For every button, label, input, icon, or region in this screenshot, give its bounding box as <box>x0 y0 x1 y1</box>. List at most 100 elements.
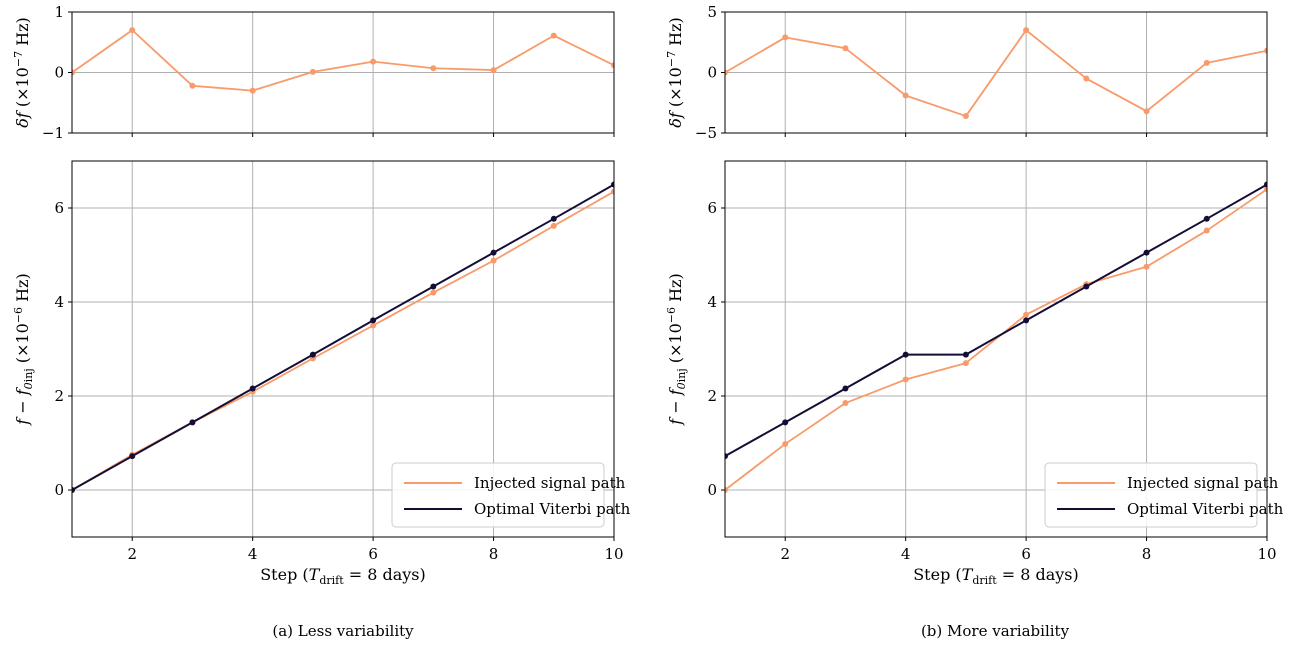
data-point-viterbi <box>490 249 497 256</box>
ytick-label-b-top: 5 <box>707 3 717 21</box>
legend-label-viterbi: Optimal Viterbi path <box>1127 500 1284 518</box>
ylabel-b-top-part-1: f <box>666 109 685 119</box>
caption-b: (b) More variability <box>921 622 1070 640</box>
series-group-a-top <box>72 27 614 94</box>
xtick-label-a-bottom: 2 <box>127 545 137 563</box>
data-point-injected <box>1264 47 1267 54</box>
data-point-injected <box>842 400 849 407</box>
data-point-injected <box>189 82 196 89</box>
legend-box <box>391 462 605 528</box>
data-point-injected <box>1203 59 1210 66</box>
ylabel-a-bottom-part-7: Hz) <box>13 273 32 307</box>
data-point-viterbi <box>370 317 377 324</box>
xlabel-a-bottom-part-2: drift <box>319 574 344 587</box>
data-point-viterbi <box>309 351 316 358</box>
data-point-injected <box>430 65 437 72</box>
ylabel-a-bottom-part-4: inj <box>22 368 35 382</box>
series-group-b-bottom <box>725 181 1267 493</box>
data-point-injected <box>902 376 909 383</box>
ylabel-b-bottom-part-2: f <box>666 386 685 396</box>
ylabel-a-bottom-part-1: − <box>13 395 32 419</box>
data-point-viterbi <box>782 419 789 426</box>
ytick-label-a-bottom: 0 <box>54 481 64 499</box>
ylabel-b-top-part-3: −7 <box>665 51 678 67</box>
series-line-injected <box>72 29 614 92</box>
ylabel-a-top-part-0: δ <box>13 118 32 128</box>
data-point-viterbi <box>1264 181 1267 188</box>
xtick-label-b-bottom: 6 <box>1021 545 1031 563</box>
data-point-injected <box>1143 108 1150 115</box>
data-point-viterbi <box>1203 215 1210 222</box>
legend-b-bottom: Injected signal path Optimal Viterbi path <box>1044 462 1284 528</box>
xlabel-b-bottom-part-2: drift <box>972 574 997 587</box>
axes-frame-b-bottom <box>724 160 1268 538</box>
data-point-injected <box>611 62 614 69</box>
ytick-label-b-bottom: 2 <box>707 387 717 405</box>
data-point-viterbi <box>72 487 75 493</box>
ylabel-b-bottom-part-1: − <box>666 395 685 419</box>
data-point-injected <box>782 34 789 41</box>
data-point-viterbi <box>611 181 614 188</box>
data-point-injected <box>370 322 377 329</box>
ylabel-b-bottom-part-0: f <box>666 416 685 426</box>
data-point-injected <box>129 27 136 34</box>
series-group-a-bottom <box>72 181 614 493</box>
data-point-viterbi <box>1023 317 1030 324</box>
ylabel-a-bottom-part-3: 0 <box>22 382 35 389</box>
ylabel-b-top-part-0: δ <box>666 118 685 128</box>
ylabel-b-bottom: f − f0inj (×10−6 Hz) <box>665 273 688 425</box>
series-group-b-top <box>725 27 1267 120</box>
ylabel-b-bottom-part-4: inj <box>675 368 688 382</box>
data-point-viterbi <box>550 215 557 222</box>
legend-label-injected: Injected signal path <box>474 474 626 492</box>
data-point-injected <box>1143 263 1150 270</box>
ytick-label-b-bottom: 0 <box>707 481 717 499</box>
ylabel-b-bottom-part-3: 0 <box>675 382 688 389</box>
ylabel-b-top: δf (×10−7 Hz) <box>665 17 685 128</box>
data-point-injected <box>550 32 557 39</box>
xtick-label-b-bottom: 8 <box>1142 545 1152 563</box>
series-line-viterbi <box>725 183 1267 458</box>
xlabel-a-bottom-part-3: = 8 days) <box>344 565 426 584</box>
legend-label-viterbi: Optimal Viterbi path <box>474 500 631 518</box>
ylabel-a-top-part-1: f <box>13 109 32 119</box>
data-point-viterbi <box>1083 283 1090 290</box>
caption-a: (a) Less variability <box>272 622 414 640</box>
xtick-label-b-bottom: 4 <box>901 545 911 563</box>
legend-a-bottom: Injected signal path Optimal Viterbi path <box>391 462 631 528</box>
ylabel-a-bottom-part-5: (×10 <box>13 323 32 368</box>
xtick-label-b-bottom: 10 <box>1257 545 1276 563</box>
ytick-label-b-bottom: 4 <box>707 293 717 311</box>
xlabel-a-bottom: Step (Tdrift = 8 days) <box>260 565 426 587</box>
xtick-label-b-bottom: 2 <box>780 545 790 563</box>
ylabel-b-top-part-2: (×10 <box>666 67 685 112</box>
ylabel-a-bottom-part-0: f <box>13 416 32 426</box>
data-point-viterbi <box>430 283 437 290</box>
data-point-viterbi <box>249 385 256 392</box>
xlabel-b-bottom-part-3: = 8 days) <box>997 565 1079 584</box>
data-point-injected <box>1203 227 1210 234</box>
data-point-injected <box>490 67 497 74</box>
data-point-viterbi <box>725 453 728 460</box>
data-point-injected <box>611 188 614 195</box>
data-point-injected <box>1023 27 1030 34</box>
data-point-injected <box>72 69 75 76</box>
xlabel-b-bottom-part-0: Step ( <box>913 565 961 584</box>
ylabel-b-bottom-part-7: Hz) <box>666 273 685 307</box>
ylabel-a-bottom-part-2: f <box>13 386 32 396</box>
ylabel-a-top-part-3: −7 <box>12 51 25 67</box>
data-point-injected <box>1023 311 1030 318</box>
series-line-injected <box>725 188 1267 491</box>
ytick-label-a-bottom: 2 <box>54 387 64 405</box>
ytick-label-a-bottom: 6 <box>54 199 64 217</box>
ytick-label-b-bottom: 6 <box>707 199 717 217</box>
panel-b-top: −5 0 5 δf (×10−7 Hz) <box>665 3 1268 142</box>
ylabel-a-top-part-4: Hz) <box>13 17 32 51</box>
ytick-label-a-top: 1 <box>54 3 64 21</box>
xtick-label-a-bottom: 8 <box>489 545 499 563</box>
ylabel-a-bottom-part-6: −6 <box>12 307 25 323</box>
legend-box <box>1044 462 1258 528</box>
